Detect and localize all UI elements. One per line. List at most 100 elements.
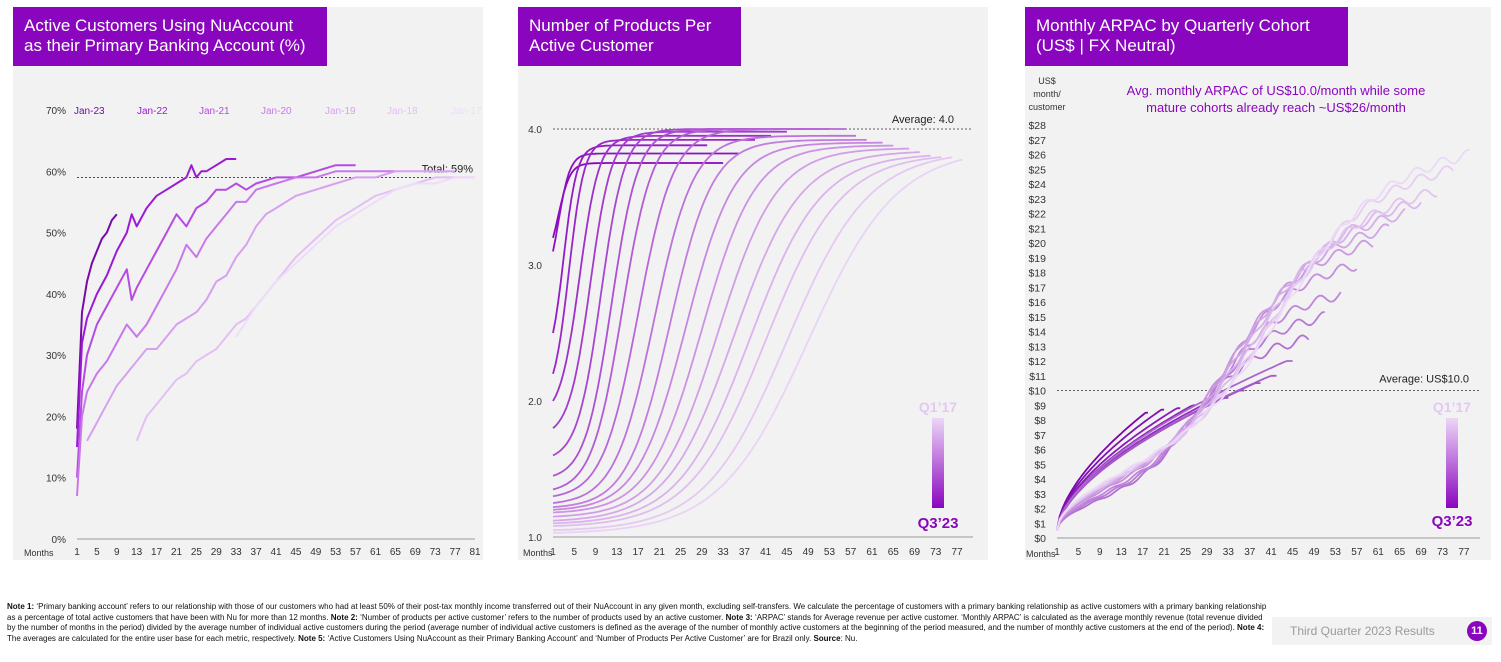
chart-svg: 1.0 2.0 3.0 4.0 1 5 9 13 17 21 25 29 33 37 41 45 49 53 57 6… xyxy=(523,114,973,558)
x-tick-label: 25 xyxy=(675,547,687,558)
source-text: : Nu. xyxy=(840,633,858,643)
x-tick-label: 57 xyxy=(845,547,857,558)
x-tick-label: 77 xyxy=(1458,547,1470,558)
y-tick-label: $6 xyxy=(1034,445,1046,457)
y-tick-label: $12 xyxy=(1028,356,1046,368)
x-tick-label: 17 xyxy=(151,547,163,558)
legend-entry: Jan-17 xyxy=(451,106,482,117)
cohort-line xyxy=(552,138,755,375)
legend-entry: Jan-18 xyxy=(387,106,418,117)
x-tick-label: 61 xyxy=(866,547,878,558)
x-tick-label: 9 xyxy=(593,547,599,558)
y-tick-label: $14 xyxy=(1028,327,1046,339)
legend-entry: Jan-20 xyxy=(261,106,292,117)
y-tick-label: 70% xyxy=(46,106,66,117)
y-axis-label-line: US$ xyxy=(1038,76,1056,86)
y-axis-label-line: month/ xyxy=(1033,89,1061,99)
x-tick-label: 5 xyxy=(1076,547,1082,558)
note-label: Note 2: xyxy=(330,612,358,622)
cohort-line xyxy=(552,151,920,522)
x-tick-label: 37 xyxy=(739,547,751,558)
y-tick-label: 0% xyxy=(52,535,67,546)
legend-entry: Jan-22 xyxy=(137,106,168,117)
x-axis-label: Months xyxy=(24,548,54,558)
x-tick-label: 9 xyxy=(114,547,120,558)
note-text: ‘Primary banking account’ refers to our … xyxy=(7,602,1267,622)
x-tick-label: 17 xyxy=(1137,547,1149,558)
x-tick-label: 53 xyxy=(1330,547,1342,558)
y-tick-label: $0 xyxy=(1034,533,1046,545)
cohort-line xyxy=(1056,360,1293,531)
x-tick-label: 45 xyxy=(290,547,302,558)
x-tick-label: 61 xyxy=(370,547,382,558)
chart-panel-primary-banking: Active Customers Using NuAccount as thei… xyxy=(13,7,483,560)
legend-entry: Jan-19 xyxy=(325,106,356,117)
cohort-range-start-label: Q1’17 xyxy=(919,399,957,415)
x-tick-label: 1 xyxy=(550,547,556,558)
series-line xyxy=(76,164,356,478)
y-tick-label: $13 xyxy=(1028,341,1046,353)
footnotes: Note 1: ‘Primary banking account’ refers… xyxy=(7,602,1269,644)
note-text: ‘Number of products per active customer’… xyxy=(357,612,726,622)
cohort-line xyxy=(552,128,846,498)
x-tick-label: 65 xyxy=(1394,547,1406,558)
x-tick-label: 29 xyxy=(1201,547,1213,558)
y-tick-label: 20% xyxy=(46,412,66,423)
cohort-line xyxy=(552,147,910,518)
y-tick-label: 50% xyxy=(46,229,66,240)
cohort-range-start-label: Q1’17 xyxy=(1433,399,1471,415)
y-tick-label: $4 xyxy=(1034,474,1046,486)
x-tick-label: 81 xyxy=(469,547,481,558)
x-tick-label: 73 xyxy=(430,547,442,558)
series-line xyxy=(135,176,475,442)
x-tick-label: 49 xyxy=(310,547,322,558)
x-tick-label: 73 xyxy=(1437,547,1449,558)
x-tick-label: 69 xyxy=(909,547,921,558)
y-tick-label: $25 xyxy=(1028,164,1046,176)
x-tick-label: 73 xyxy=(930,547,942,558)
y-tick-label: 30% xyxy=(46,351,66,362)
x-tick-label: 53 xyxy=(330,547,342,558)
x-tick-label: 65 xyxy=(390,547,402,558)
x-tick-label: 41 xyxy=(760,547,772,558)
cohort-line xyxy=(1056,374,1277,531)
chart-svg: 0% 10% 20% 30% 40% 50% 60% 70% 1 5 9 13 17 21 25 29 33 37… xyxy=(24,106,482,558)
x-tick-label: 45 xyxy=(781,547,793,558)
x-tick-label: 21 xyxy=(654,547,666,558)
y-tick-label: $23 xyxy=(1028,194,1046,206)
cohort-line xyxy=(552,158,963,534)
x-tick-label: 21 xyxy=(171,547,183,558)
x-tick-label: 41 xyxy=(1266,547,1278,558)
annotation: Avg. monthly ARPAC of US$10.0/month whil… xyxy=(1127,83,1426,115)
cohort-gradient-bar xyxy=(1446,418,1458,508)
note-text: ‘ARPAC’ stands for Average revenue per a… xyxy=(7,612,1263,633)
y-tick-label: $11 xyxy=(1029,371,1046,383)
y-tick-label: $26 xyxy=(1028,150,1046,162)
cohort-line xyxy=(552,154,931,525)
x-tick-label: 37 xyxy=(1244,547,1256,558)
y-tick-label: $19 xyxy=(1028,253,1046,265)
x-tick-label: 37 xyxy=(251,547,263,558)
series-line xyxy=(76,170,396,497)
x-tick-label: 41 xyxy=(270,547,282,558)
y-tick-label: $28 xyxy=(1028,120,1046,132)
x-tick-label: 29 xyxy=(696,547,708,558)
y-tick-label: 2.0 xyxy=(528,397,542,408)
x-tick-label: 77 xyxy=(951,547,963,558)
x-tick-label: 25 xyxy=(1180,547,1192,558)
cohort-gradient-bar xyxy=(932,418,944,508)
x-tick-label: 17 xyxy=(633,547,645,558)
x-tick-label: 1 xyxy=(74,547,80,558)
chart-svg: $0 $1 $2 $3 $4 $5 $6 $7 $8 $9 $10 $11 $12 $13 $14 $15 $1… xyxy=(1026,76,1480,559)
y-tick-label: $21 xyxy=(1028,223,1046,235)
x-tick-label: 53 xyxy=(824,547,836,558)
y-tick-label: $18 xyxy=(1028,268,1046,280)
note-text: The averages are calculated for the enti… xyxy=(7,633,299,643)
series-line xyxy=(235,176,475,338)
x-axis-label: Months xyxy=(1026,549,1056,559)
note-label: Note 5: xyxy=(298,633,326,643)
cohort-line xyxy=(1056,148,1470,531)
x-tick-label: 29 xyxy=(211,547,223,558)
y-tick-label: $2 xyxy=(1034,504,1046,516)
y-tick-label: 4.0 xyxy=(528,125,542,136)
